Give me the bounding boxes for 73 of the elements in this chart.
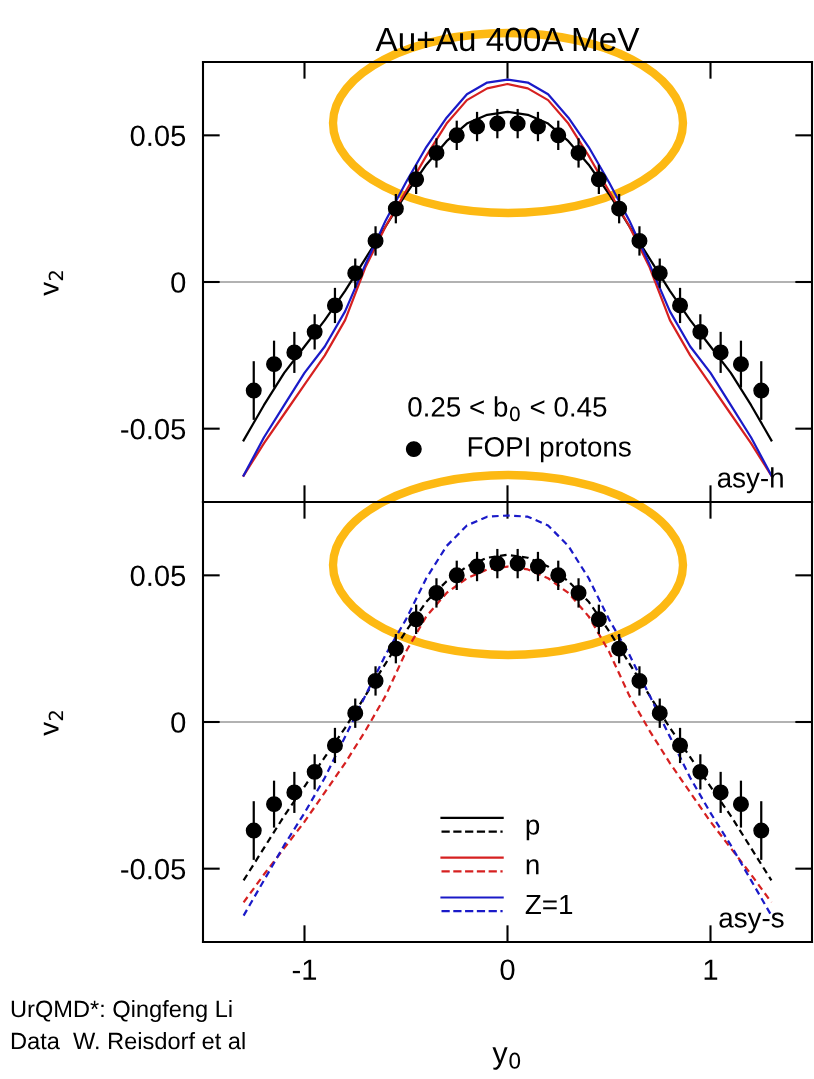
point [306, 323, 323, 340]
point [489, 555, 506, 572]
point [245, 822, 262, 839]
legend-label: p [526, 819, 540, 841]
point [408, 611, 425, 628]
y-tick-label: -0.05 [121, 418, 186, 440]
point [611, 200, 628, 217]
point [529, 118, 546, 135]
x-axis-title: y$_{0}$ [492, 1047, 521, 1070]
text: Data W. Reisdorf et al [11, 1032, 245, 1050]
point [286, 784, 303, 801]
point [732, 356, 749, 373]
point [611, 640, 628, 657]
point [753, 382, 770, 399]
x-tick-label: 1 [704, 959, 718, 980]
x-tick-label: 0 [500, 959, 515, 981]
point [550, 567, 567, 584]
x-tick-label: -1 [292, 959, 317, 980]
point [367, 232, 384, 249]
legend-label: n [526, 859, 539, 875]
y-tick-label: 0.05 [130, 565, 186, 587]
point [428, 144, 445, 161]
point [651, 265, 668, 282]
y-tick-label: 0 [171, 272, 186, 293]
point [408, 171, 425, 188]
point [448, 567, 465, 584]
point [266, 356, 283, 373]
annotation: asy-h [717, 467, 783, 494]
point [672, 297, 689, 314]
y-tick-label: -0.05 [121, 858, 186, 880]
point [692, 323, 709, 340]
point [692, 763, 709, 780]
point [347, 265, 364, 282]
point [550, 127, 567, 144]
point [712, 344, 729, 361]
y-axis-title: v$_{2}$ [43, 711, 64, 736]
point [387, 200, 404, 217]
point [631, 232, 648, 249]
point [428, 584, 445, 601]
point [448, 127, 465, 144]
point [509, 115, 526, 132]
point [529, 558, 546, 575]
point [469, 118, 486, 135]
point [590, 611, 607, 628]
y-axis-title: v$_{2}$ [43, 271, 64, 296]
legend-label: FOPI protons [468, 437, 631, 463]
point [712, 784, 729, 801]
point [732, 796, 749, 813]
point [672, 737, 689, 754]
point [570, 144, 587, 161]
legend-title: 0.25 < b$_{0}$ < 0.45 [408, 396, 607, 422]
point [570, 584, 587, 601]
point [387, 640, 404, 657]
point [753, 822, 770, 839]
point [306, 763, 323, 780]
point [326, 297, 343, 314]
y-tick-label: 0.05 [130, 125, 186, 147]
point [347, 705, 364, 722]
point [631, 672, 648, 689]
y-tick-label: 0 [171, 712, 186, 733]
point [326, 737, 343, 754]
point [245, 382, 262, 399]
point [469, 558, 486, 575]
point [489, 115, 506, 132]
legend-label: Z=1 [525, 894, 573, 915]
point [651, 705, 668, 722]
point [367, 672, 384, 689]
point [286, 344, 303, 361]
text: UrQMD*: Qingfeng Li [11, 1000, 232, 1023]
point [509, 555, 526, 572]
point [266, 796, 283, 813]
annotation: asy-s [719, 912, 784, 934]
point [590, 171, 607, 188]
